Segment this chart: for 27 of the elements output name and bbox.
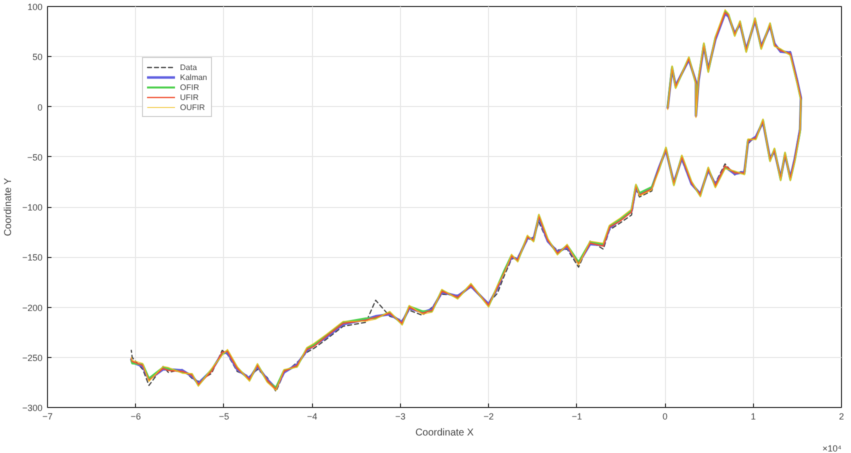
x-tick-label: −4: [307, 412, 318, 422]
y-axis-title: Coordinate Y: [3, 178, 14, 236]
legend-label: Data: [180, 62, 198, 72]
x-tick-label: −5: [218, 412, 230, 422]
x-tick-label: 2: [838, 412, 844, 422]
y-tick-label: −300: [22, 403, 43, 413]
text: ×10⁴: [822, 444, 842, 453]
y-tick-label: −150: [22, 252, 43, 263]
x-tick-label: −7: [42, 412, 53, 422]
x-tick-label: 1: [750, 412, 756, 422]
y-tick-label: 100: [27, 2, 43, 12]
x-tick-label: −6: [130, 412, 141, 422]
x-tick-label: −1: [572, 412, 582, 422]
y-tick-label: 0: [37, 102, 43, 112]
y-tick-label: −250: [22, 352, 43, 363]
y-tick-label: −200: [22, 302, 43, 313]
x-tick-label: −3: [395, 412, 406, 422]
x-tick-label: −2: [483, 412, 494, 422]
legend-label: OUFIR: [180, 102, 205, 112]
y-tick-label: −100: [22, 202, 43, 212]
x-axis-title: Coordinate X: [415, 428, 474, 438]
y-tick-label: −50: [27, 152, 43, 162]
legend-label: UFIR: [180, 92, 200, 102]
x-tick-label: 0: [662, 412, 668, 422]
y-tick-label: 50: [32, 52, 43, 62]
legend-label: Kalman: [180, 72, 208, 82]
legend-label: OFIR: [180, 82, 200, 92]
